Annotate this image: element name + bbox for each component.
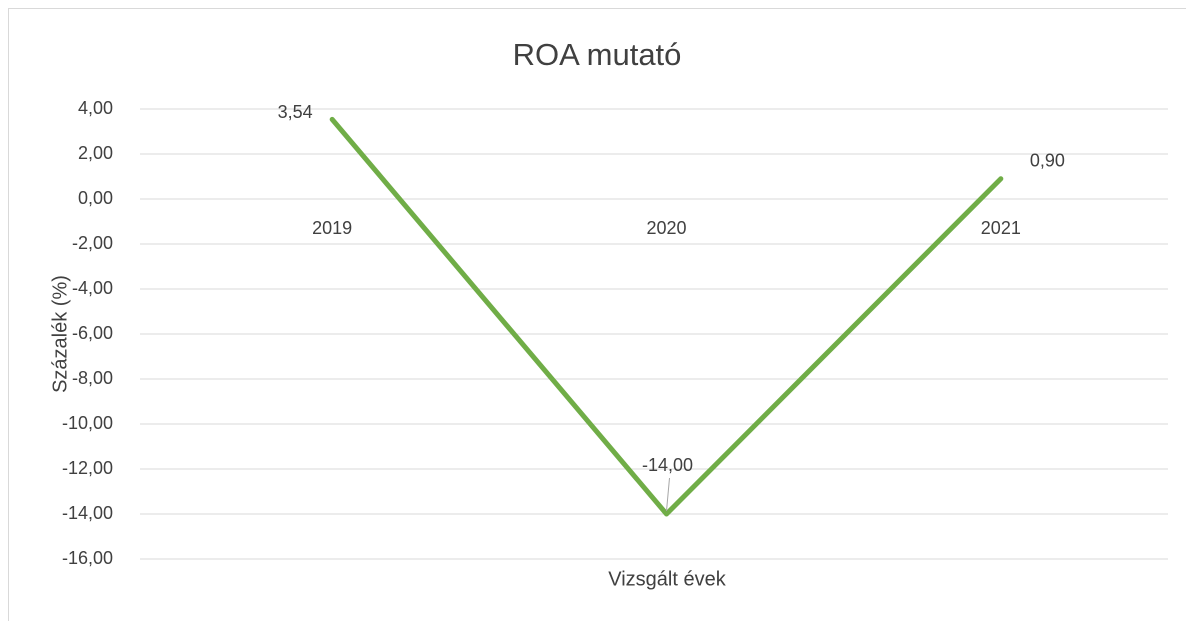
y-tick-label: 0,00 — [78, 188, 113, 208]
x-tick-label: 2021 — [981, 218, 1021, 238]
y-tick-label: 2,00 — [78, 143, 113, 163]
y-axis-label: Százalék (%) — [49, 275, 71, 393]
y-tick-label: -12,00 — [62, 458, 113, 478]
y-tick-label: -16,00 — [62, 548, 113, 568]
y-tick-label: 4,00 — [78, 98, 113, 118]
y-tick-label: -2,00 — [72, 233, 113, 253]
data-label: -14,00 — [642, 455, 693, 475]
y-tick-label: -10,00 — [62, 413, 113, 433]
chart-border — [9, 9, 1186, 622]
chart-title: ROA mutató — [513, 37, 682, 72]
y-tick-label: -8,00 — [72, 368, 113, 388]
y-tick-label: -6,00 — [72, 323, 113, 343]
x-tick-label: 2019 — [312, 218, 352, 238]
x-tick-label: 2020 — [646, 218, 686, 238]
x-axis-label: Vizsgált évek — [608, 568, 726, 590]
leader-line — [667, 478, 670, 511]
y-tick-label: -4,00 — [72, 278, 113, 298]
data-label: 0,90 — [1030, 151, 1065, 171]
data-label: 3,54 — [278, 102, 313, 122]
y-tick-label: -14,00 — [62, 503, 113, 523]
